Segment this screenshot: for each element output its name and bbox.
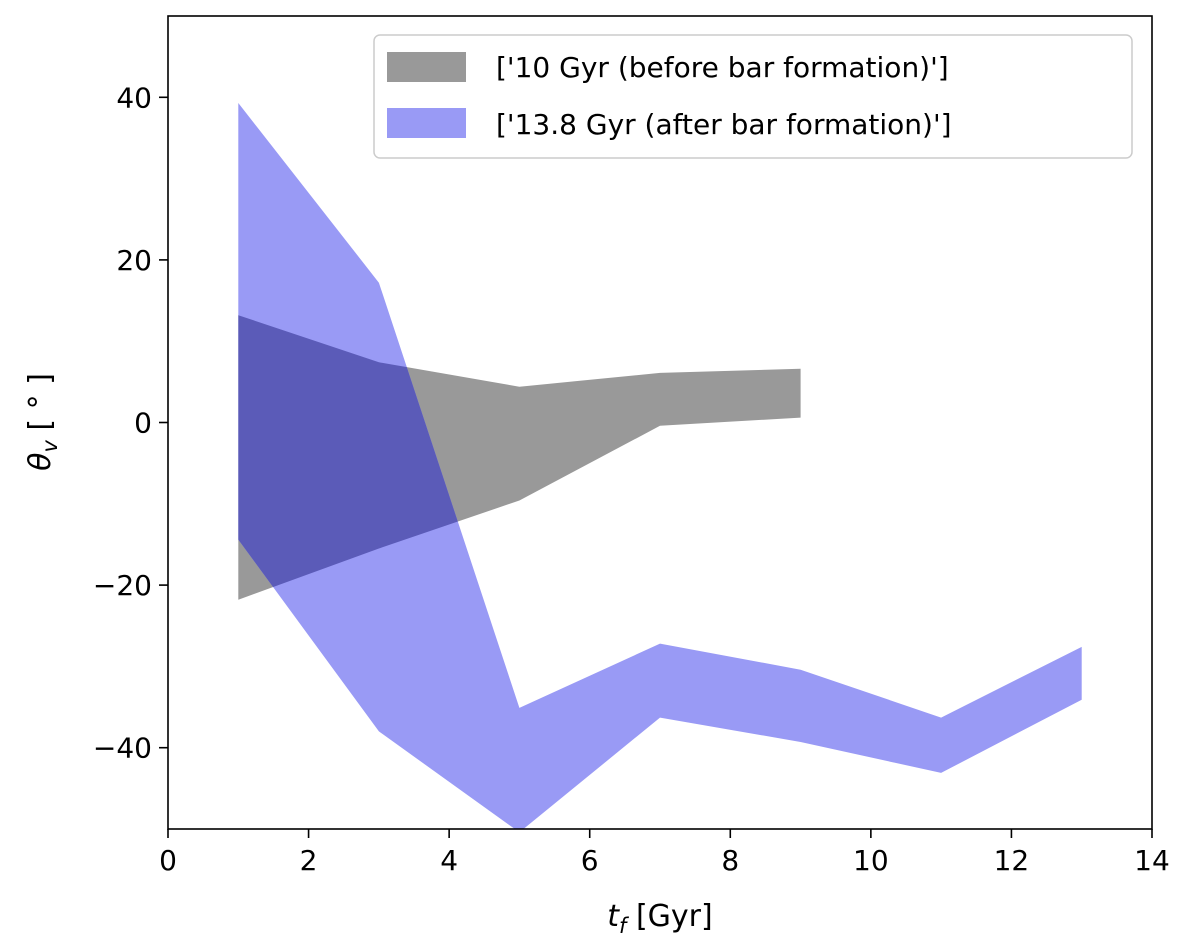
legend: ['10 Gyr (before bar formation)'] ['13.8…	[373, 34, 1133, 159]
x-tick-label: 12	[994, 844, 1030, 877]
legend-box	[373, 34, 1133, 159]
x-tick-label: 14	[1134, 844, 1170, 877]
x-tick-label: 4	[440, 844, 458, 877]
y-tick-label: −20	[93, 569, 152, 602]
x-axis: 0 2 4 6 8 10 12 14	[159, 829, 1170, 877]
y-tick-label: −40	[93, 732, 152, 765]
series-area-1	[238, 103, 1082, 829]
y-tick-label: 20	[116, 244, 152, 277]
legend-swatch-before-bar	[387, 52, 466, 82]
series-areas	[238, 103, 1082, 829]
x-tick-label: 6	[581, 844, 599, 877]
y-tick-label: 0	[134, 407, 152, 440]
x-tick-label: 2	[300, 844, 318, 877]
x-tick-label: 10	[853, 844, 889, 877]
x-tick-label: 8	[721, 844, 739, 877]
y-axis: −40 −20 0 20 40	[93, 81, 168, 765]
legend-label-after-bar: ['13.8 Gyr (after bar formation)']	[496, 108, 952, 141]
legend-swatch-after-bar	[387, 108, 466, 138]
x-axis-label: tf [Gyr]	[607, 899, 712, 938]
y-tick-label: 40	[116, 81, 152, 114]
x-tick-label: 0	[159, 844, 177, 877]
y-axis-label: θv [ ° ]	[23, 373, 62, 471]
legend-label-before-bar: ['10 Gyr (before bar formation)']	[496, 51, 949, 84]
